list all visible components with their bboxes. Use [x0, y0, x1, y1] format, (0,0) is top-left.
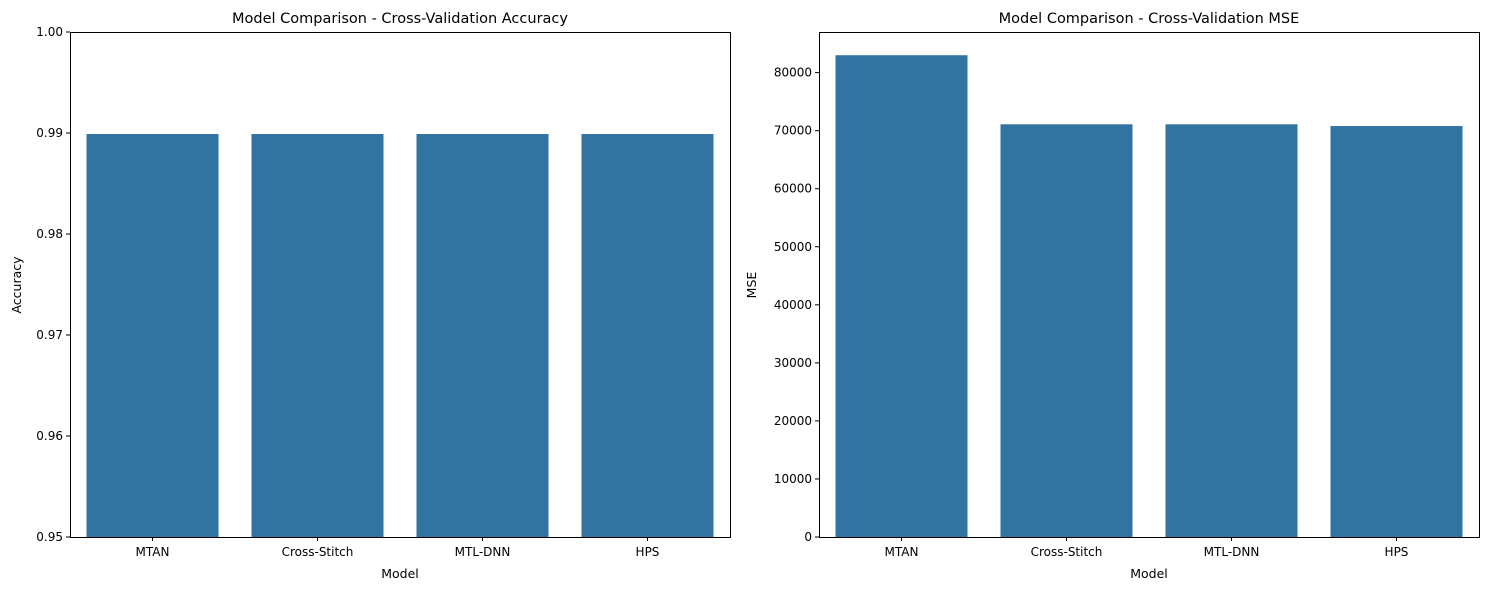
bar-mtan [86, 134, 219, 537]
y-tick-label: 20000 [774, 414, 812, 428]
chart-title: Model Comparison - Cross-Validation Accu… [232, 11, 568, 27]
mse-chart: Model Comparison - Cross-Validation MSE … [744, 11, 1480, 581]
bar-mtl-dnn [1165, 124, 1298, 538]
bar-cross-stitch [1000, 124, 1133, 538]
bar-hps [581, 134, 714, 537]
plot-frame [819, 32, 1480, 538]
y-tick-label: 1.00 [36, 25, 63, 39]
bar-mtan [835, 55, 968, 538]
y-axis-label: Accuracy [9, 256, 24, 314]
accuracy-chart: Model Comparison - Cross-Validation Accu… [9, 11, 731, 581]
y-tick-label: 80000 [774, 66, 812, 80]
y-tick-label: 70000 [774, 124, 812, 138]
y-tick-label: 0 [804, 530, 812, 544]
bar-mtl-dnn [416, 134, 549, 537]
y-tick-label: 50000 [774, 240, 812, 254]
y-tick-label: 0.99 [36, 126, 63, 140]
x-tick-label: HPS [636, 545, 660, 559]
x-tick-label: Cross-Stitch [282, 545, 354, 559]
x-tick-label: HPS [1385, 545, 1409, 559]
y-tick-label: 0.95 [36, 530, 63, 544]
x-tick-label: Cross-Stitch [1031, 545, 1103, 559]
plot-frame [70, 32, 731, 538]
x-tick-label: MTAN [136, 545, 170, 559]
y-tick-label: 60000 [774, 182, 812, 196]
y-tick-label: 0.98 [36, 227, 63, 241]
y-tick-label: 0.97 [36, 328, 63, 342]
chart-title: Model Comparison - Cross-Validation MSE [999, 11, 1300, 27]
x-tick-label: MTL-DNN [455, 545, 511, 559]
x-axis-label: Model [1130, 566, 1168, 581]
y-tick-label: 30000 [774, 356, 812, 370]
x-tick-label: MTL-DNN [1204, 545, 1260, 559]
y-tick-label: 40000 [774, 298, 812, 312]
bar-cross-stitch [251, 134, 384, 537]
y-tick-label: 10000 [774, 472, 812, 486]
x-axis-label: Model [381, 566, 419, 581]
bar-hps [1330, 126, 1463, 537]
y-axis-label: MSE [744, 272, 759, 299]
y-tick-label: 0.96 [36, 429, 63, 443]
x-tick-label: MTAN [885, 545, 919, 559]
